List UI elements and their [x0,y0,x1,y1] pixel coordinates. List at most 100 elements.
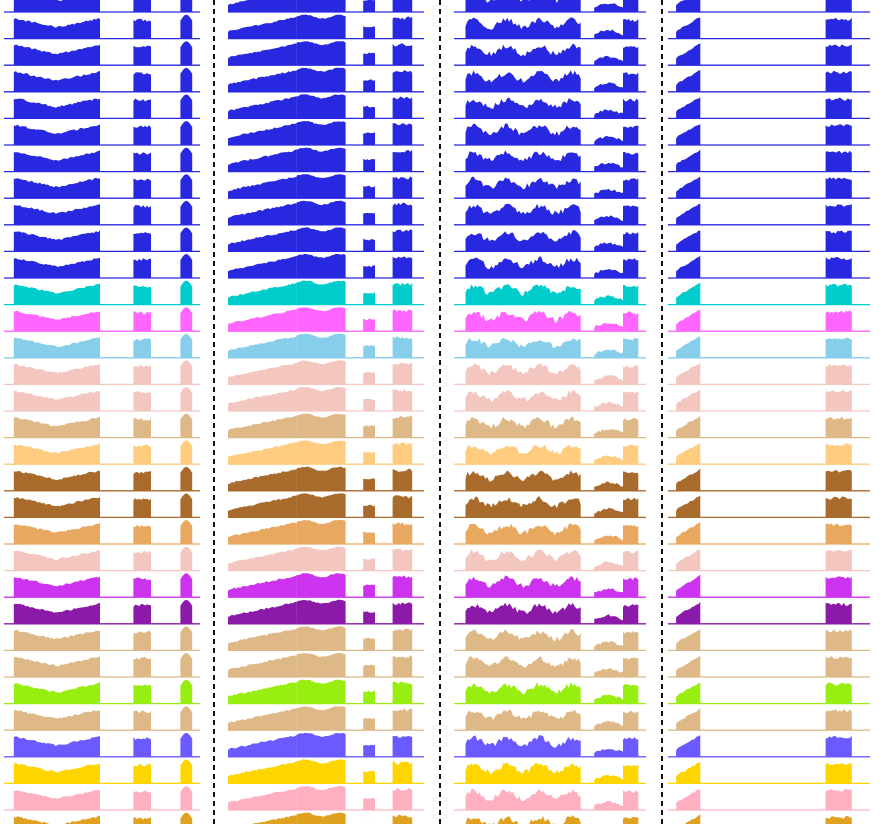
track-27-panel-4-area-2 [676,682,701,704]
track-2-panel-1-area-2 [13,18,100,39]
track-11-panel-3-area-5 [623,258,639,278]
track-10-panel-3-area-5 [623,231,639,252]
track-2-panel-2-area-1 [228,16,297,39]
track-5-panel-3-area-2 [465,97,581,119]
track-17-panel-4-area-2 [676,416,701,438]
track-18-panel-2-area-1 [228,442,297,465]
track-2-panel-3-area-5 [623,18,639,39]
track-6-panel-4-area-4 [825,124,852,145]
track-20-panel-3-area-2 [465,496,581,518]
track-5-panel-1-area-2 [13,98,100,119]
track-9-panel-4-area-2 [676,203,701,225]
track-23-panel-1-area-2 [13,576,100,598]
track-21-panel-3-area-2 [465,523,581,544]
track-30 [4,759,870,785]
track-30-panel-1-area-4 [133,764,151,784]
track-26-panel-3-area-5 [623,657,639,677]
track-27 [4,679,870,705]
track-14 [4,333,870,359]
track-3-panel-2-area-4 [363,52,375,66]
track-10-panel-2-area-2 [296,227,346,252]
track-26-panel-2-area-6 [392,655,413,677]
track-8 [4,174,870,199]
track-17-panel-1-area-2 [13,416,100,438]
track-31-panel-3-area-4 [594,800,623,810]
track-10 [4,227,870,253]
track-2-panel-4-area-2 [676,17,701,39]
track-19-panel-2-area-4 [363,478,375,491]
track-22-panel-1-area-2 [13,550,100,571]
track-18-panel-3-area-5 [623,444,639,465]
track-5-panel-1-area-6 [180,94,193,119]
track-31-panel-3-area-2 [465,788,581,810]
track-24-panel-2-area-6 [392,602,413,624]
track-25-panel-2-area-1 [228,629,297,651]
track-2-panel-1-area-6 [180,14,193,39]
track-18-panel-1-area-2 [13,443,100,465]
track-8-panel-4-area-4 [825,177,852,199]
track-10-panel-1-area-2 [13,230,100,252]
track-29-panel-3-area-5 [623,737,639,757]
track-31-panel-4-area-2 [676,789,701,810]
track-15-panel-4-area-2 [676,362,701,385]
track-22-panel-3-area-2 [465,549,581,571]
track-29-panel-1-area-4 [133,736,151,757]
track-16-panel-3-area-4 [594,401,623,411]
track-31-panel-1-area-4 [133,790,151,810]
track-6-panel-3-area-4 [594,135,623,145]
track-32-panel-2-area-1 [252,815,297,824]
track-23-panel-1-area-4 [133,577,151,598]
track-10-panel-1-area-4 [133,232,151,252]
track-19-panel-3-area-4 [594,481,623,491]
track-27-panel-3-area-5 [623,684,639,704]
track-16 [4,387,870,412]
track-29-panel-1-area-2 [13,736,100,757]
track-28-panel-1-area-4 [133,710,151,731]
track-5-panel-3-area-4 [594,109,623,119]
track-20-panel-1-area-2 [13,497,100,518]
track-28-panel-4-area-4 [825,709,852,731]
track-27-panel-3-area-4 [594,694,623,704]
track-11 [4,254,870,279]
track-23 [4,573,870,598]
track-26-panel-3-area-4 [594,668,623,677]
track-4-panel-1-area-2 [13,70,100,92]
track-23-panel-3-area-4 [594,588,623,598]
track-23-panel-2-area-6 [392,575,413,598]
track-1-panel-2-area-1 [228,0,297,12]
track-14-panel-2-area-2 [296,333,346,358]
track-10-panel-3-area-2 [465,230,581,252]
track-25 [4,626,870,652]
track-25-panel-3-area-2 [465,628,581,651]
track-27-panel-1-area-2 [13,682,100,704]
track-13-panel-3-area-5 [623,311,639,332]
track-16-panel-2-area-6 [392,389,413,411]
track-24-panel-3-area-4 [594,614,623,624]
track-24-panel-3-area-5 [623,604,639,624]
track-25-panel-1-area-6 [180,626,193,651]
track-18-panel-2-area-2 [296,440,346,465]
track-3-panel-1-area-4 [133,45,151,66]
track-20-panel-2-area-1 [228,495,297,518]
track-11-panel-4-area-4 [825,257,852,278]
track-25-panel-1-area-2 [13,629,100,651]
track-26-panel-4-area-2 [676,655,701,677]
track-26 [4,653,870,678]
track-18-panel-4-area-2 [676,443,701,465]
track-24-panel-4-area-2 [676,601,701,624]
track-25-panel-1-area-4 [133,630,151,651]
track-28-panel-2-area-6 [392,708,413,731]
track-28-panel-3-area-5 [623,710,639,731]
track-5-panel-4-area-4 [825,97,852,119]
track-28-panel-3-area-4 [594,720,623,731]
track-13-panel-1-area-6 [180,307,193,332]
track-19-panel-1-area-6 [180,466,193,491]
track-5-panel-4-area-2 [676,97,701,119]
track-29-panel-4-area-4 [825,735,852,757]
track-21-panel-2-area-4 [363,531,375,544]
track-27-panel-2-area-1 [228,682,297,704]
track-11-panel-3-area-4 [594,269,623,278]
track-1-panel-1-area-6 [180,0,193,12]
track-10-panel-4-area-2 [676,230,701,252]
track-26-panel-2-area-1 [228,655,297,677]
